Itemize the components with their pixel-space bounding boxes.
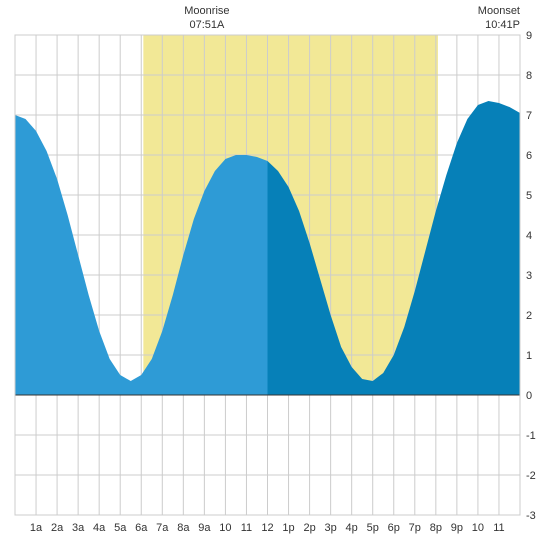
y-tick-label: 1 <box>526 350 532 362</box>
x-tick-label: 11 <box>241 522 252 534</box>
x-tick-label: 2p <box>303 522 315 534</box>
x-tick-label: 5a <box>114 522 127 534</box>
y-tick-label: 7 <box>526 110 532 122</box>
moonset-time: 10:41P <box>485 19 520 31</box>
x-tick-label: 9p <box>451 522 463 534</box>
y-tick-label: 9 <box>526 30 532 42</box>
x-tick-label: 5p <box>367 522 379 534</box>
x-tick-label: 8a <box>177 522 190 534</box>
x-tick-label: 7p <box>409 522 421 534</box>
chart-svg: -3-2-101234567891a2a3a4a5a6a7a8a9a101112… <box>0 0 550 550</box>
x-tick-label: 6p <box>388 522 400 534</box>
y-tick-label: 5 <box>526 190 532 202</box>
x-tick-label: 10 <box>472 522 484 534</box>
x-tick-label: 1p <box>282 522 294 534</box>
x-tick-label: 1a <box>30 522 43 534</box>
y-tick-label: 6 <box>526 150 532 162</box>
x-tick-label: 7a <box>156 522 169 534</box>
x-tick-label: 10 <box>219 522 231 534</box>
moonrise-time: 07:51A <box>189 19 225 31</box>
x-tick-label: 9a <box>198 522 211 534</box>
tide-chart: -3-2-101234567891a2a3a4a5a6a7a8a9a101112… <box>0 0 550 550</box>
x-tick-label: 4a <box>93 522 106 534</box>
y-tick-label: 3 <box>526 270 532 282</box>
x-tick-label: 4p <box>346 522 358 534</box>
x-tick-label: 12 <box>261 522 273 534</box>
y-tick-label: 2 <box>526 310 532 322</box>
x-tick-label: 8p <box>430 522 442 534</box>
y-tick-label: 0 <box>526 390 532 402</box>
x-tick-label: 6a <box>135 522 148 534</box>
y-tick-label: -2 <box>526 470 536 482</box>
y-tick-label: -3 <box>526 510 536 522</box>
x-tick-label: 11 <box>493 522 504 534</box>
x-tick-label: 3a <box>72 522 85 534</box>
x-tick-label: 2a <box>51 522 64 534</box>
y-tick-label: 8 <box>526 70 532 82</box>
y-tick-label: -1 <box>526 430 536 442</box>
y-tick-label: 4 <box>526 230 532 242</box>
moonset-label: Moonset <box>478 5 520 17</box>
x-tick-label: 3p <box>325 522 337 534</box>
moonrise-label: Moonrise <box>184 5 229 17</box>
